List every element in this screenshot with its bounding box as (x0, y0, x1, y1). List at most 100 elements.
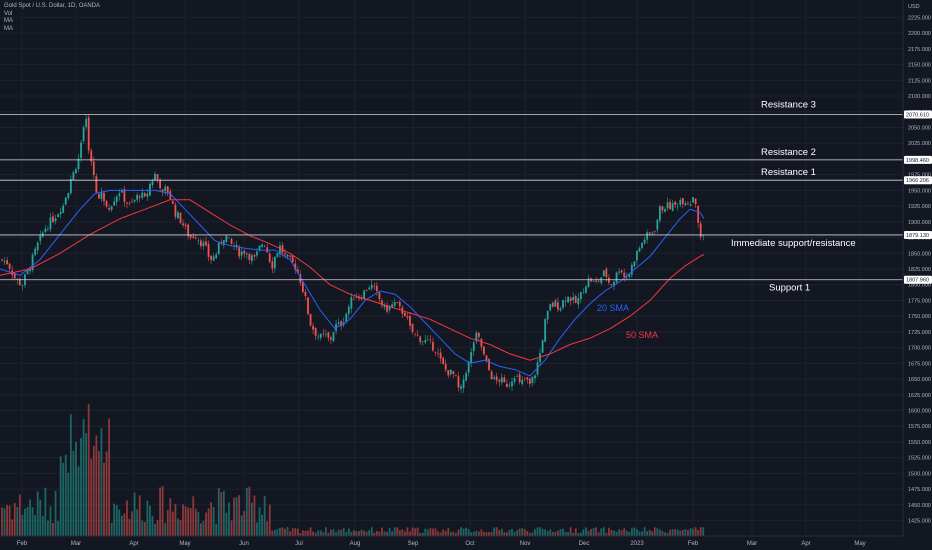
volume-bar (689, 528, 692, 536)
symbol-title[interactable]: Gold Spot / U.S. Dollar, 1D, OANDA (4, 3, 101, 9)
volume-bar (477, 531, 480, 536)
volume-bar (475, 530, 478, 536)
candle-body (335, 323, 337, 332)
candle-body (470, 352, 473, 364)
candle-body (661, 206, 664, 211)
candle-body (398, 301, 401, 307)
volume-bar (460, 527, 462, 536)
candle-body (103, 192, 105, 202)
volume-bar (54, 490, 57, 536)
candle-body (452, 371, 455, 375)
candle-body (337, 322, 340, 324)
price-tick-label: 1675.000 (908, 361, 931, 367)
volume-bar (187, 507, 190, 536)
candle-body (340, 321, 343, 327)
volume-bar (304, 530, 307, 536)
indicator-ma-2[interactable]: MA (4, 25, 13, 32)
volume-bar (564, 532, 567, 536)
volume-bar (322, 532, 325, 536)
price-tag (904, 230, 932, 239)
candle-body (245, 253, 248, 255)
price-tag-label: 1807.960 (906, 278, 929, 284)
volume-bar (411, 527, 414, 536)
candle-body (432, 342, 434, 351)
volume-bar (506, 532, 508, 536)
volume-bar (11, 519, 14, 536)
candle-body (636, 250, 638, 261)
candle-body (618, 271, 620, 273)
candle-body (625, 277, 628, 279)
volume-bar (24, 508, 26, 536)
time-tick-label: May (854, 541, 865, 547)
volume-bar (174, 503, 177, 536)
candle-body (671, 203, 674, 211)
volume-bar (449, 532, 452, 536)
volume-bar (197, 511, 200, 536)
candle-body (39, 234, 42, 241)
level-label: Resistance 2 (761, 147, 816, 158)
candle-body (138, 196, 141, 198)
volume-bar (345, 531, 348, 536)
candle-body (353, 299, 355, 300)
candle-body (217, 242, 220, 254)
candle-body (332, 332, 335, 342)
volume-bar (539, 527, 541, 536)
candle-body (437, 352, 439, 354)
candle-body (694, 198, 697, 205)
indicator-ma-1[interactable]: MA (4, 18, 13, 24)
volume-bar (480, 529, 483, 536)
candle-body (630, 264, 633, 275)
volume-bar (554, 531, 557, 536)
volume-bar (281, 527, 284, 536)
volume-bar (365, 531, 368, 536)
volume-bar (263, 496, 266, 536)
volume-bar (314, 532, 317, 536)
volume-bar (85, 433, 88, 536)
volume-bar (452, 531, 455, 536)
volume-bar (136, 509, 139, 536)
candle-body (534, 375, 536, 379)
volume-bar (610, 529, 613, 536)
candle-body (541, 340, 544, 353)
volume-bar (358, 531, 360, 536)
candle-body (276, 253, 279, 257)
time-tick-label: Mar (747, 541, 757, 547)
volume-bar (694, 527, 697, 536)
volume-bar (457, 529, 460, 536)
candle-body (523, 378, 526, 380)
volume-bar (72, 450, 75, 536)
candle-body (82, 127, 85, 142)
candle-body (442, 357, 445, 364)
level-lines: Resistance 3 Resistance 2 Resistance 1 Imme… (0, 100, 903, 294)
volume-bar (615, 531, 618, 536)
candle-body (572, 297, 575, 301)
candle-body (126, 202, 128, 204)
volume-bar (439, 532, 442, 536)
candle-body (480, 338, 483, 347)
candle-body (182, 223, 184, 226)
time-axis[interactable]: Feb Mar Apr May Jun Jul Aug Sep Oct Nov Dec 2023 Feb… (17, 541, 866, 547)
volume-bar (166, 509, 169, 536)
volume-bar (684, 529, 687, 536)
volume-bar (82, 418, 85, 536)
candle-body (98, 194, 100, 199)
candle-body (574, 295, 577, 303)
volume-bar (526, 530, 529, 536)
candle-body (449, 369, 452, 375)
price-tag-label: 1998.460 (906, 158, 929, 164)
candle-body (669, 201, 671, 210)
volume-bar (699, 527, 702, 536)
volume-bar (202, 520, 205, 536)
candle-body (215, 254, 218, 259)
candle-body (549, 304, 552, 311)
volume-bar (47, 520, 49, 536)
indicator-vol[interactable]: Vol (4, 10, 13, 17)
volume-bar (16, 507, 19, 536)
volume-bar (6, 505, 8, 536)
candle-body (296, 269, 299, 274)
volume-bar (498, 530, 501, 536)
candle-body (312, 325, 314, 330)
volume-bar (273, 529, 276, 536)
candle-body (189, 234, 192, 238)
